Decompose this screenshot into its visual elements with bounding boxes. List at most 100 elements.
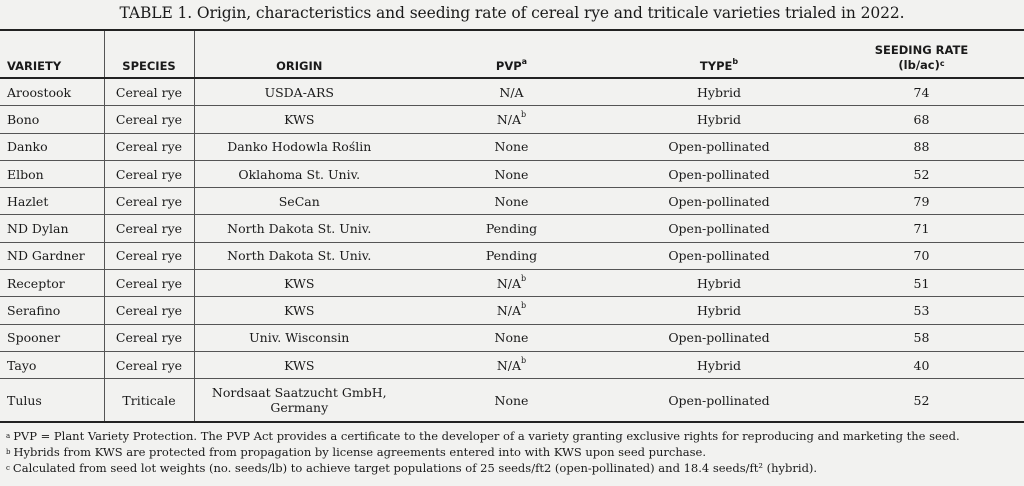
cell-variety: Danko — [0, 133, 104, 161]
cell-variety: ND Dylan — [0, 214, 104, 243]
varieties-table: VARIETY SPECIES ORIGIN PVPa TYPEb SEEDIN… — [0, 31, 1024, 424]
cell-pvp-value: Pending — [485, 248, 538, 264]
cell-species: Cereal rye — [103, 296, 194, 325]
footnote: b Hybrids from KWS are protected from pro… — [6, 444, 1022, 460]
cell-pvp: None — [404, 378, 619, 424]
table-row: ND Gardner Cereal rye North Dakota St. U… — [0, 242, 1024, 271]
cell-pvp-value: None — [494, 392, 529, 408]
cell-pvp: None — [404, 324, 619, 352]
cell-variety: Aroostook — [0, 78, 104, 107]
header-rate-line2: (lb/ac) — [898, 58, 940, 72]
cell-variety: Elbon — [0, 160, 104, 189]
cell-species: Cereal rye — [103, 105, 194, 134]
cell-species: Cereal rye — [103, 351, 194, 380]
table-row: Receptor Cereal rye KWS N/Ab Hybrid 51 — [0, 269, 1024, 298]
cell-seeding-rate: 68 — [819, 105, 1024, 134]
cell-variety: Receptor — [0, 269, 104, 298]
cell-origin: Nordsaat Saatzucht GmbH, Germany — [193, 378, 404, 424]
cell-origin: Univ. Wisconsin — [193, 324, 404, 352]
cell-pvp-value: N/A — [496, 111, 522, 127]
cell-pvp-value: None — [494, 139, 529, 155]
cell-variety: Tayo — [0, 351, 104, 380]
cell-origin: KWS — [193, 296, 404, 325]
cell-type: Hybrid — [619, 351, 819, 380]
cell-pvp: N/Ab — [404, 105, 619, 134]
cell-seeding-rate: 52 — [819, 378, 1024, 424]
cell-pvp-footnote-mark: b — [521, 273, 527, 283]
cell-variety: Spooner — [0, 324, 104, 352]
cell-origin: KWS — [193, 269, 404, 298]
table-row: Spooner Cereal rye Univ. Wisconsin None … — [0, 324, 1024, 352]
cell-variety: Hazlet — [0, 187, 104, 216]
cell-pvp-value: N/A — [496, 303, 522, 319]
cell-type: Open-pollinated — [619, 214, 819, 243]
footnote-mark: a — [6, 432, 11, 440]
cell-pvp: None — [404, 160, 619, 189]
cell-pvp-value: N/A — [499, 84, 524, 100]
cell-species: Cereal rye — [103, 187, 194, 216]
cell-seeding-rate: 51 — [819, 269, 1024, 298]
cell-origin: SeCan — [193, 187, 404, 216]
table-row: Hazlet Cereal rye SeCan None Open-pollin… — [0, 187, 1024, 216]
table-row: ND Dylan Cereal rye North Dakota St. Uni… — [0, 214, 1024, 243]
cell-seeding-rate: 40 — [819, 351, 1024, 380]
footnote-text: Calculated from seed lot weights (no. se… — [12, 461, 818, 475]
cell-pvp-value: None — [494, 166, 529, 182]
cell-species: Cereal rye — [103, 214, 194, 243]
cell-pvp-footnote-mark: b — [521, 355, 527, 365]
cell-pvp-value: N/A — [496, 357, 522, 373]
table-row: Tayo Cereal rye KWS N/Ab Hybrid 40 — [0, 351, 1024, 380]
cell-seeding-rate: 71 — [819, 214, 1024, 243]
header-pvp-label: PVP — [495, 59, 522, 73]
table-row: Serafino Cereal rye KWS N/Ab Hybrid 53 — [0, 296, 1024, 325]
cell-variety: ND Gardner — [0, 242, 104, 271]
header-species: SPECIES — [103, 31, 194, 79]
footnote: c Calculated from seed lot weights (no. s… — [6, 460, 1022, 476]
table-row: Bono Cereal rye KWS N/Ab Hybrid 68 — [0, 105, 1024, 134]
cell-pvp-value: None — [494, 330, 529, 346]
cell-origin: Oklahoma St. Univ. — [193, 160, 404, 189]
cell-pvp: None — [404, 133, 619, 161]
cell-variety: Bono — [0, 105, 104, 134]
header-pvp: PVPa — [404, 31, 619, 79]
cell-origin: KWS — [193, 351, 404, 380]
cell-variety: Serafino — [0, 296, 104, 325]
cell-pvp: N/Ab — [404, 296, 619, 325]
cell-type: Open-pollinated — [619, 160, 819, 189]
cell-species: Cereal rye — [103, 133, 194, 161]
cell-type: Open-pollinated — [619, 133, 819, 161]
cell-seeding-rate: 53 — [819, 296, 1024, 325]
cell-pvp-footnote-mark: b — [521, 109, 527, 119]
cell-seeding-rate: 58 — [819, 324, 1024, 352]
footnote: a PVP = Plant Variety Protection. The PVP… — [6, 428, 1022, 444]
header-type-label: TYPE — [699, 59, 733, 73]
cell-type: Open-pollinated — [619, 324, 819, 352]
header-row: VARIETY SPECIES ORIGIN PVPa TYPEb SEEDIN… — [0, 31, 1024, 79]
cell-pvp: Pending — [404, 242, 619, 271]
footnote-text: PVP = Plant Variety Protection. The PVP … — [13, 429, 960, 443]
cell-origin: North Dakota St. Univ. — [193, 214, 404, 243]
cell-origin: USDA-ARS — [193, 78, 404, 107]
cell-pvp-value: None — [494, 193, 529, 209]
footnote-mark: b — [6, 448, 11, 456]
cell-pvp: None — [404, 187, 619, 216]
footnote-mark: c — [6, 464, 10, 472]
header-type: TYPEb — [619, 31, 819, 79]
cell-origin: KWS — [193, 105, 404, 134]
table-row: Elbon Cereal rye Oklahoma St. Univ. None… — [0, 160, 1024, 189]
table-row: Aroostook Cereal rye USDA-ARS N/A Hybrid… — [0, 78, 1024, 107]
footnote-text: Hybrids from KWS are protected from prop… — [13, 445, 706, 459]
cell-species: Cereal rye — [103, 242, 194, 271]
cell-type: Open-pollinated — [619, 242, 819, 271]
header-rate-footnote-mark: c — [939, 59, 945, 68]
cell-pvp: N/A — [404, 78, 619, 107]
cell-seeding-rate: 88 — [819, 133, 1024, 161]
cell-pvp-value: N/A — [496, 275, 522, 291]
table-row: Tulus Triticale Nordsaat Saatzucht GmbH,… — [0, 378, 1024, 424]
cell-type: Hybrid — [619, 105, 819, 134]
cell-species: Cereal rye — [103, 324, 194, 352]
cell-type: Hybrid — [619, 78, 819, 107]
footnotes: a PVP = Plant Variety Protection. The PVP… — [6, 428, 1022, 476]
table-body: Aroostook Cereal rye USDA-ARS N/A Hybrid… — [0, 78, 1024, 424]
cell-type: Open-pollinated — [619, 378, 819, 424]
